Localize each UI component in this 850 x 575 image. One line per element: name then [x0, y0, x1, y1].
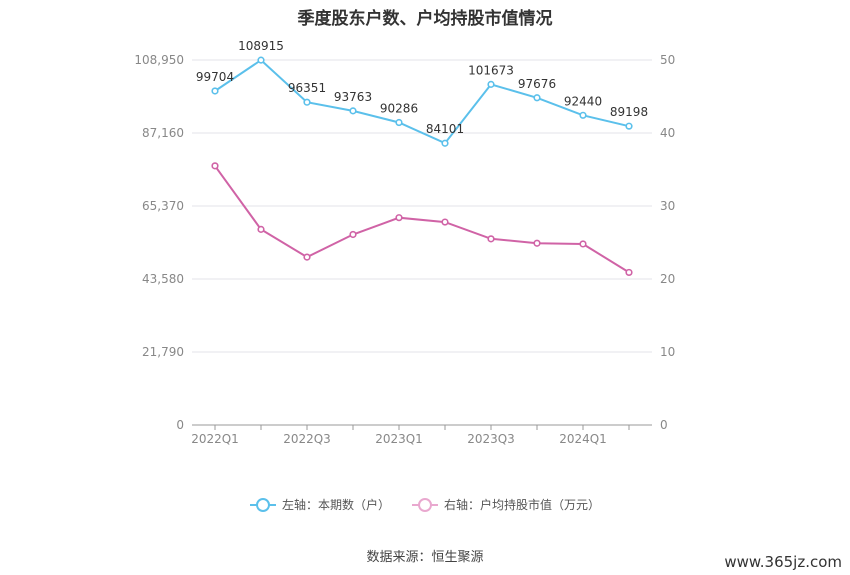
data-label: 108915 — [238, 39, 284, 53]
avg-holding-value-point — [533, 239, 541, 247]
data-label: 90286 — [380, 102, 418, 116]
data-label: 101673 — [468, 63, 514, 77]
avg-holding-value-point — [579, 240, 587, 248]
shareholder-count-point — [211, 87, 219, 95]
right-axis-tick-label: 20 — [660, 272, 675, 286]
data-label: 96351 — [288, 81, 326, 95]
avg-holding-value-point — [349, 230, 357, 239]
avg-holding-value-point — [257, 225, 265, 233]
legend-left-label: 左轴：本期数（户） — [281, 498, 390, 512]
legend-item-right-series[interactable]: 右轴：户均持股市值（万元） — [412, 496, 600, 513]
right-axis-tick-label: 0 — [660, 418, 668, 432]
shareholder-count-line — [214, 58, 630, 145]
data-label: 99704 — [196, 70, 234, 84]
chart-title: 季度股东户数、户均持股市值情况 — [297, 9, 553, 29]
avg-holding-value-point — [441, 218, 449, 226]
x-tick-label: 2024Q1 — [559, 432, 607, 446]
avg-holding-value-point — [211, 162, 219, 170]
right-axis-tick-label: 10 — [660, 345, 675, 359]
avg-holding-value-line — [214, 165, 630, 274]
right-axis-tick-label: 40 — [660, 126, 675, 140]
data-label: 89198 — [610, 105, 648, 119]
shareholder-count-point — [441, 139, 449, 147]
data-label: 84101 — [426, 122, 464, 136]
avg-holding-value-point — [395, 214, 403, 222]
shareholder-count-point — [349, 107, 357, 115]
legend-right-swatch-icon — [412, 497, 438, 512]
legend-left-swatch-icon — [249, 497, 276, 512]
legend-item-left-series[interactable]: 左轴：本期数（户） — [249, 496, 390, 513]
data-label: 97676 — [518, 77, 556, 91]
legend: 左轴：本期数（户） 右轴：户均持股市值（万元） — [0, 496, 850, 513]
shareholder-count-point — [303, 98, 311, 106]
right-axis-tick-label: 50 — [660, 53, 675, 67]
left-axis-tick-label: 108,950 — [134, 53, 184, 67]
left-axis-tick-label: 87,160 — [142, 126, 184, 140]
left-axis-tick-label: 0 — [176, 418, 184, 432]
shareholder-count-point — [533, 94, 541, 102]
x-tick-label: 2023Q1 — [375, 432, 423, 446]
data-label: 92440 — [564, 94, 602, 108]
x-tick-label: 2022Q3 — [283, 432, 331, 446]
left-axis-tick-label: 21,790 — [142, 345, 184, 359]
shareholder-count-point — [579, 111, 587, 119]
watermark: www.365jz.com — [724, 553, 842, 571]
shareholder-count-point — [487, 80, 495, 88]
avg-holding-value-point — [625, 268, 633, 277]
shareholder-count-point — [257, 56, 265, 64]
avg-holding-value-point — [487, 235, 495, 243]
avg-holding-value-point — [303, 253, 311, 261]
shareholder-count-point — [625, 122, 633, 130]
data-label: 93763 — [334, 90, 372, 104]
right-axis-tick-label: 30 — [660, 199, 675, 213]
shareholder-count-point — [395, 118, 403, 127]
data-source: 数据来源：恒生聚源 — [366, 550, 484, 565]
x-tick-label: 2023Q3 — [467, 432, 515, 446]
left-axis-tick-label: 65,370 — [142, 199, 184, 213]
x-tick-label: 2022Q1 — [191, 432, 239, 446]
left-axis-tick-label: 43,580 — [142, 272, 184, 286]
legend-right-label: 右轴：户均持股市值（万元） — [444, 498, 601, 512]
